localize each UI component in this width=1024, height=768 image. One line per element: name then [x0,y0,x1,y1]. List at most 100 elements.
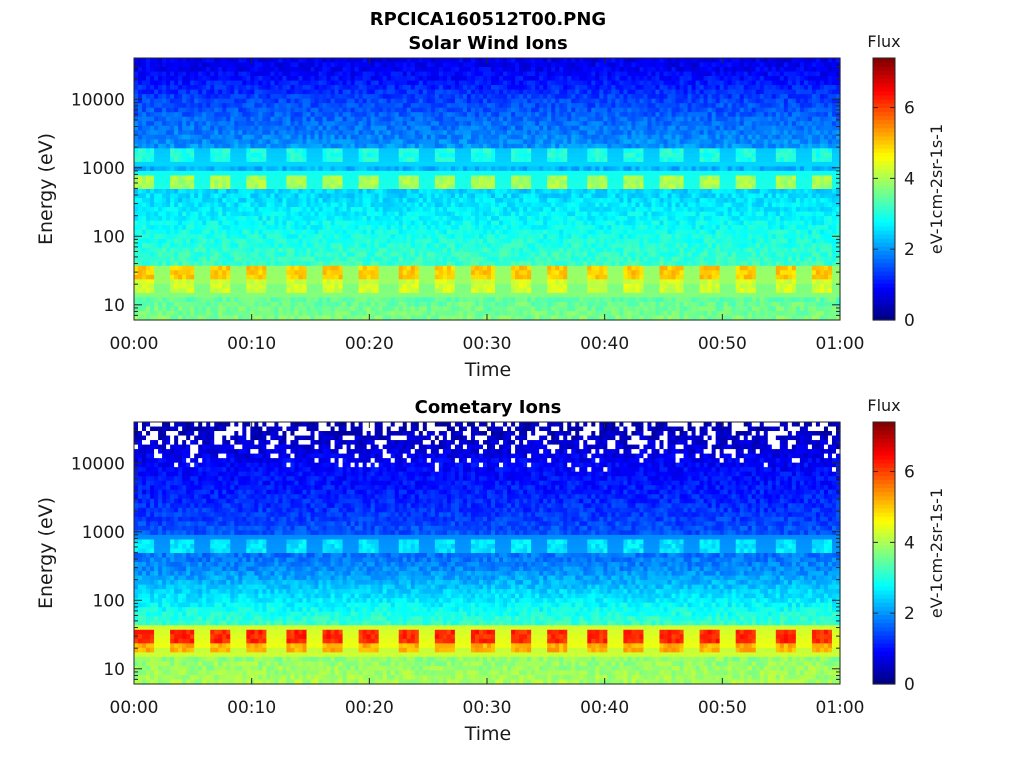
spectrogram-cell [776,171,781,176]
spectrogram-cell [214,90,219,95]
spectrogram-cell [639,99,644,104]
spectrogram-cell [515,130,520,135]
spectrogram-cell [190,90,195,95]
spectrogram-cell [347,112,352,117]
spectrogram-cell [222,135,227,140]
spectrogram-cell [250,58,255,63]
spectrogram-cell [343,126,348,131]
spectrogram-cell [780,175,785,180]
spectrogram-cell [182,184,187,189]
spectrogram-cell [692,148,697,153]
spectrogram-cell [647,112,652,117]
spectrogram-cell [214,108,219,113]
spectrogram-cell [238,103,243,108]
spectrogram-cell [214,126,219,131]
spectrogram-cell [146,148,151,153]
spectrogram-cell [760,153,765,158]
spectrogram-cell [150,148,155,153]
spectrogram-cell [672,157,677,162]
spectrogram-cell [820,103,825,108]
spectrogram-cell [684,58,689,63]
spectrogram-cell [732,139,737,144]
spectrogram-cell [680,121,685,126]
spectrogram-cell [154,148,159,153]
spectrogram-cell [551,166,556,171]
spectrogram-cell [615,58,620,63]
spectrogram-cell [768,130,773,135]
spectrogram-cell [170,85,175,90]
spectrogram-cell [788,175,793,180]
spectrogram-cell [186,90,191,95]
spectrogram-cell [339,58,344,63]
spectrogram-cell [595,94,600,99]
spectrogram-cell [266,63,271,68]
spectrogram-cell [712,117,717,122]
spectrogram-cell [415,63,420,68]
spectrogram-cell [591,112,596,117]
spectrogram-cell [166,121,171,126]
spectrogram-cell [599,94,604,99]
spectrogram-cell [511,157,516,162]
spectrogram-cell [579,112,584,117]
spectrogram-cell [784,144,789,149]
spectrogram-cell [724,58,729,63]
spectrogram-cell [399,126,404,131]
spectrogram-cell [659,103,664,108]
spectrogram-cell [335,108,340,113]
spectrogram-cell [551,58,556,63]
spectrogram-cell [447,144,452,149]
spectrogram-cell [708,117,713,122]
spectrogram-cell [571,175,576,180]
spectrogram-cell [595,81,600,86]
spectrogram-cell [820,175,825,180]
spectrogram-cell [820,148,825,153]
spectrogram-cell [294,130,299,135]
spectrogram-cell [579,108,584,113]
spectrogram-cell [603,148,608,153]
spectrogram-cell [732,81,737,86]
spectrogram-cell [262,148,267,153]
spectrogram-cell [455,121,460,126]
spectrogram-cell [523,58,528,63]
spectrogram-cell [319,184,324,189]
spectrogram-cell [218,157,223,162]
spectrogram-cell [363,148,368,153]
spectrogram-cell [302,162,307,167]
spectrogram-cell [527,162,532,167]
spectrogram-cell [311,67,316,72]
spectrogram-cell [463,117,468,122]
spectrogram-cell [491,67,496,72]
spectrogram-cell [190,94,195,99]
spectrogram-cell [190,117,195,122]
spectrogram-cell [724,130,729,135]
spectrogram-cell [563,157,568,162]
spectrogram-cell [796,144,801,149]
spectrogram-cell [383,171,388,176]
spectrogram-cell [262,90,267,95]
spectrogram-cell [812,135,817,140]
spectrogram-cell [684,81,689,86]
spectrogram-cell [306,81,311,86]
spectrogram-cell [587,162,592,167]
spectrogram-cell [323,117,328,122]
spectrogram-cell [692,108,697,113]
spectrogram-cell [732,157,737,162]
spectrogram-cell [559,126,564,131]
spectrogram-cell [816,171,821,176]
spectrogram-cell [503,63,508,68]
spectrogram-cell [459,108,464,113]
spectrogram-cell [832,180,837,185]
spectrogram-cell [234,175,239,180]
spectrogram-cell [158,112,163,117]
spectrogram-cell [708,112,713,117]
spectrogram-cell [680,157,685,162]
spectrogram-cell [639,175,644,180]
spectrogram-cell [234,85,239,90]
spectrogram-cell [206,112,211,117]
spectrogram-cell [559,121,564,126]
spectrogram-cell [290,180,295,185]
spectrogram-cell [254,72,259,77]
spectrogram-cell [792,108,797,113]
spectrogram-cell [547,72,552,77]
spectrogram-cell [347,144,352,149]
